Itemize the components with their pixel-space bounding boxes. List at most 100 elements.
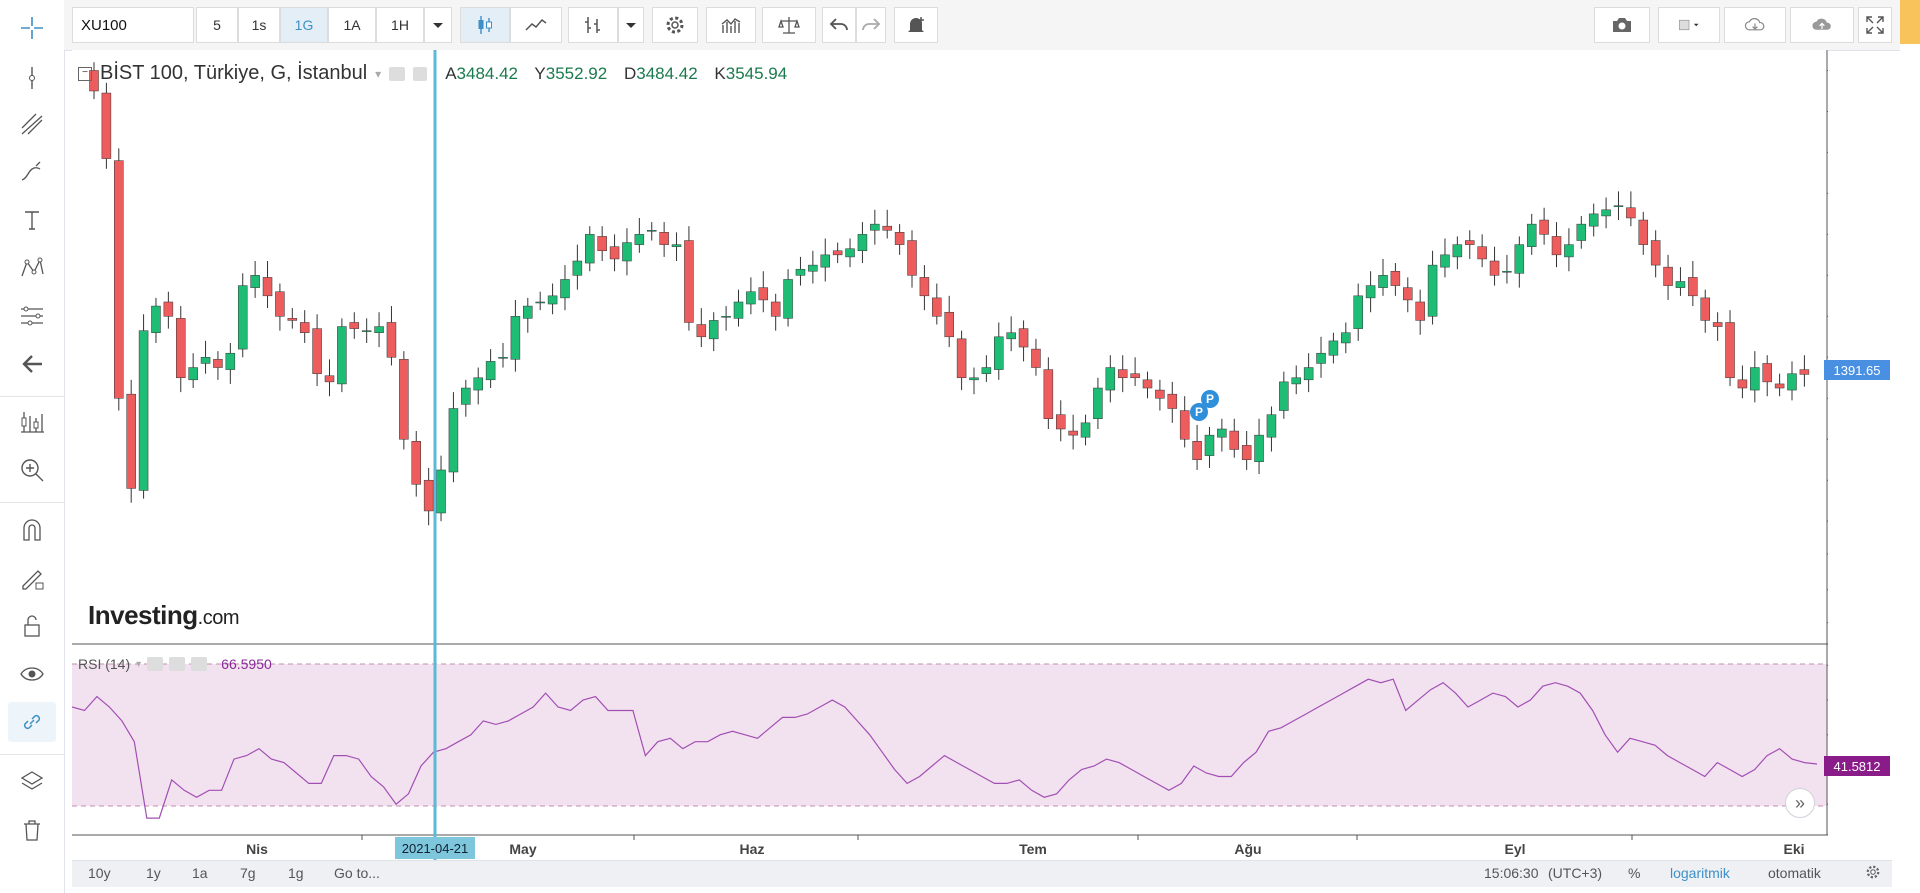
range-1y[interactable]: 1y bbox=[146, 865, 161, 881]
legend-settings-icon[interactable] bbox=[413, 66, 428, 81]
percent-toggle[interactable]: % bbox=[1628, 865, 1641, 881]
candle-up bbox=[250, 275, 260, 288]
candle-down bbox=[411, 441, 421, 485]
candle-up bbox=[646, 230, 657, 232]
candle-down bbox=[597, 236, 607, 252]
crosshair-icon[interactable] bbox=[8, 8, 56, 48]
interval-5-button[interactable]: 5 bbox=[196, 7, 238, 43]
auto-toggle[interactable]: otomatik bbox=[1768, 865, 1821, 881]
indicators-chart-icon[interactable] bbox=[706, 7, 756, 43]
back-arrow-icon[interactable] bbox=[8, 344, 56, 384]
p-marker[interactable]: P bbox=[1190, 403, 1208, 421]
interval-1g-button[interactable]: 1G bbox=[280, 7, 328, 43]
interval-1a-button[interactable]: 1A bbox=[328, 7, 376, 43]
rsi-eye-icon[interactable] bbox=[147, 657, 164, 671]
interval-1h-button[interactable]: 1H bbox=[376, 7, 424, 43]
bars-icon[interactable] bbox=[568, 7, 618, 43]
candle-down bbox=[1241, 445, 1252, 460]
go-to-button[interactable]: Go to... bbox=[334, 865, 380, 881]
price-chart[interactable]: 1540.001520.001500.001480.001460.001440.… bbox=[72, 50, 1828, 860]
candle-down bbox=[1018, 328, 1029, 348]
candles-icon[interactable] bbox=[460, 7, 510, 43]
candle-down bbox=[399, 359, 409, 440]
alert-add-icon[interactable] bbox=[894, 7, 938, 43]
candle-up bbox=[510, 316, 521, 360]
line-chart-icon[interactable] bbox=[510, 7, 562, 43]
line-tool-icon[interactable] bbox=[8, 58, 56, 98]
candle-up bbox=[1316, 352, 1326, 364]
side-panel-tab[interactable] bbox=[1900, 0, 1920, 44]
clock-tz[interactable]: (UTC+3) bbox=[1548, 865, 1603, 881]
range-7g[interactable]: 7g bbox=[240, 865, 256, 881]
rsi-close-icon[interactable] bbox=[191, 657, 208, 671]
candle-up bbox=[1093, 387, 1103, 420]
cloud-upload-icon[interactable] bbox=[1790, 7, 1854, 43]
chart-legend: − BİST 100, Türkiye, G, İstanbul ▾ A3484… bbox=[78, 62, 799, 85]
log-toggle[interactable]: logaritmik bbox=[1670, 865, 1730, 881]
candle-down bbox=[932, 297, 942, 317]
cloud-download-icon[interactable] bbox=[1724, 7, 1786, 43]
candle-down bbox=[1663, 266, 1673, 286]
candle-up bbox=[981, 367, 992, 374]
candle-down bbox=[1551, 236, 1562, 256]
symbol-search-input[interactable] bbox=[72, 7, 194, 43]
undo-icon[interactable] bbox=[822, 7, 856, 43]
template-dropdown-icon[interactable] bbox=[1658, 7, 1720, 43]
scroll-to-realtime-button[interactable]: » bbox=[1785, 788, 1815, 818]
candle-up bbox=[994, 336, 1004, 370]
candle-up bbox=[1303, 367, 1314, 381]
candle-down bbox=[659, 232, 669, 245]
candle-up bbox=[634, 234, 645, 245]
candle-down bbox=[1725, 322, 1735, 379]
legend-dropdown-icon[interactable]: ▾ bbox=[375, 66, 382, 81]
text-icon[interactable] bbox=[8, 200, 56, 240]
indicators-icon[interactable] bbox=[8, 402, 56, 442]
candle-up bbox=[361, 330, 372, 332]
candle-up bbox=[1502, 271, 1512, 273]
redo-icon[interactable] bbox=[856, 7, 886, 43]
unlock-icon[interactable] bbox=[8, 606, 56, 646]
zoom-icon[interactable] bbox=[8, 450, 56, 490]
time-axis-label: Tem bbox=[1019, 841, 1047, 857]
candle-up bbox=[436, 469, 446, 514]
collapse-legend-icon[interactable]: − bbox=[78, 66, 92, 81]
range-10y[interactable]: 10y bbox=[88, 865, 111, 881]
interval-1s-button[interactable]: 1s bbox=[238, 7, 280, 43]
price-axis: 1540.001520.001500.001480.001460.001440.… bbox=[1827, 69, 1828, 624]
lock-drawing-icon[interactable] bbox=[8, 558, 56, 598]
settings-gear-icon[interactable] bbox=[652, 7, 698, 43]
candle-down bbox=[832, 250, 843, 256]
layers-icon[interactable] bbox=[8, 762, 56, 802]
range-1g[interactable]: 1g bbox=[288, 865, 304, 881]
candle-up bbox=[1341, 332, 1351, 344]
legend-title[interactable]: BİST 100, Türkiye, G, İstanbul bbox=[100, 62, 368, 84]
trend-lines-icon[interactable] bbox=[8, 104, 56, 144]
bottom-settings-gear-icon[interactable] bbox=[1864, 863, 1882, 884]
range-1a[interactable]: 1a bbox=[192, 865, 208, 881]
candle-up bbox=[870, 223, 880, 231]
legend-eye-icon[interactable] bbox=[389, 66, 406, 81]
rsi-settings-icon[interactable] bbox=[169, 657, 186, 671]
fibonacci-icon[interactable] bbox=[8, 296, 56, 336]
p-marker[interactable]: P bbox=[1201, 390, 1219, 408]
magnet-icon[interactable] bbox=[8, 510, 56, 550]
drawing-toolbar bbox=[0, 0, 65, 893]
eye-icon[interactable] bbox=[8, 654, 56, 694]
trash-icon[interactable] bbox=[8, 810, 56, 850]
candle-up bbox=[1080, 422, 1091, 438]
brush-icon[interactable] bbox=[8, 152, 56, 192]
candle-up bbox=[572, 260, 583, 276]
ohlc-values: A3484.42 Y3552.92 D3484.42 K3545.94 bbox=[445, 63, 788, 83]
interval-dropdown-icon[interactable] bbox=[424, 7, 452, 43]
fullscreen-icon[interactable] bbox=[1858, 7, 1892, 43]
candle-up bbox=[845, 248, 855, 258]
candle-down bbox=[956, 338, 967, 379]
chart-type-dropdown-icon[interactable] bbox=[618, 7, 644, 43]
bottom-bar: 10y 1y 1a 7g 1g Go to... 15:06:30 (UTC+3… bbox=[72, 860, 1892, 887]
compare-scale-icon[interactable] bbox=[762, 7, 816, 43]
link-icon[interactable] bbox=[8, 702, 56, 742]
rsi-title[interactable]: RSI (14) bbox=[78, 656, 131, 672]
camera-icon[interactable] bbox=[1594, 7, 1650, 43]
pattern-icon[interactable] bbox=[8, 248, 56, 288]
candle-down bbox=[1415, 301, 1425, 321]
